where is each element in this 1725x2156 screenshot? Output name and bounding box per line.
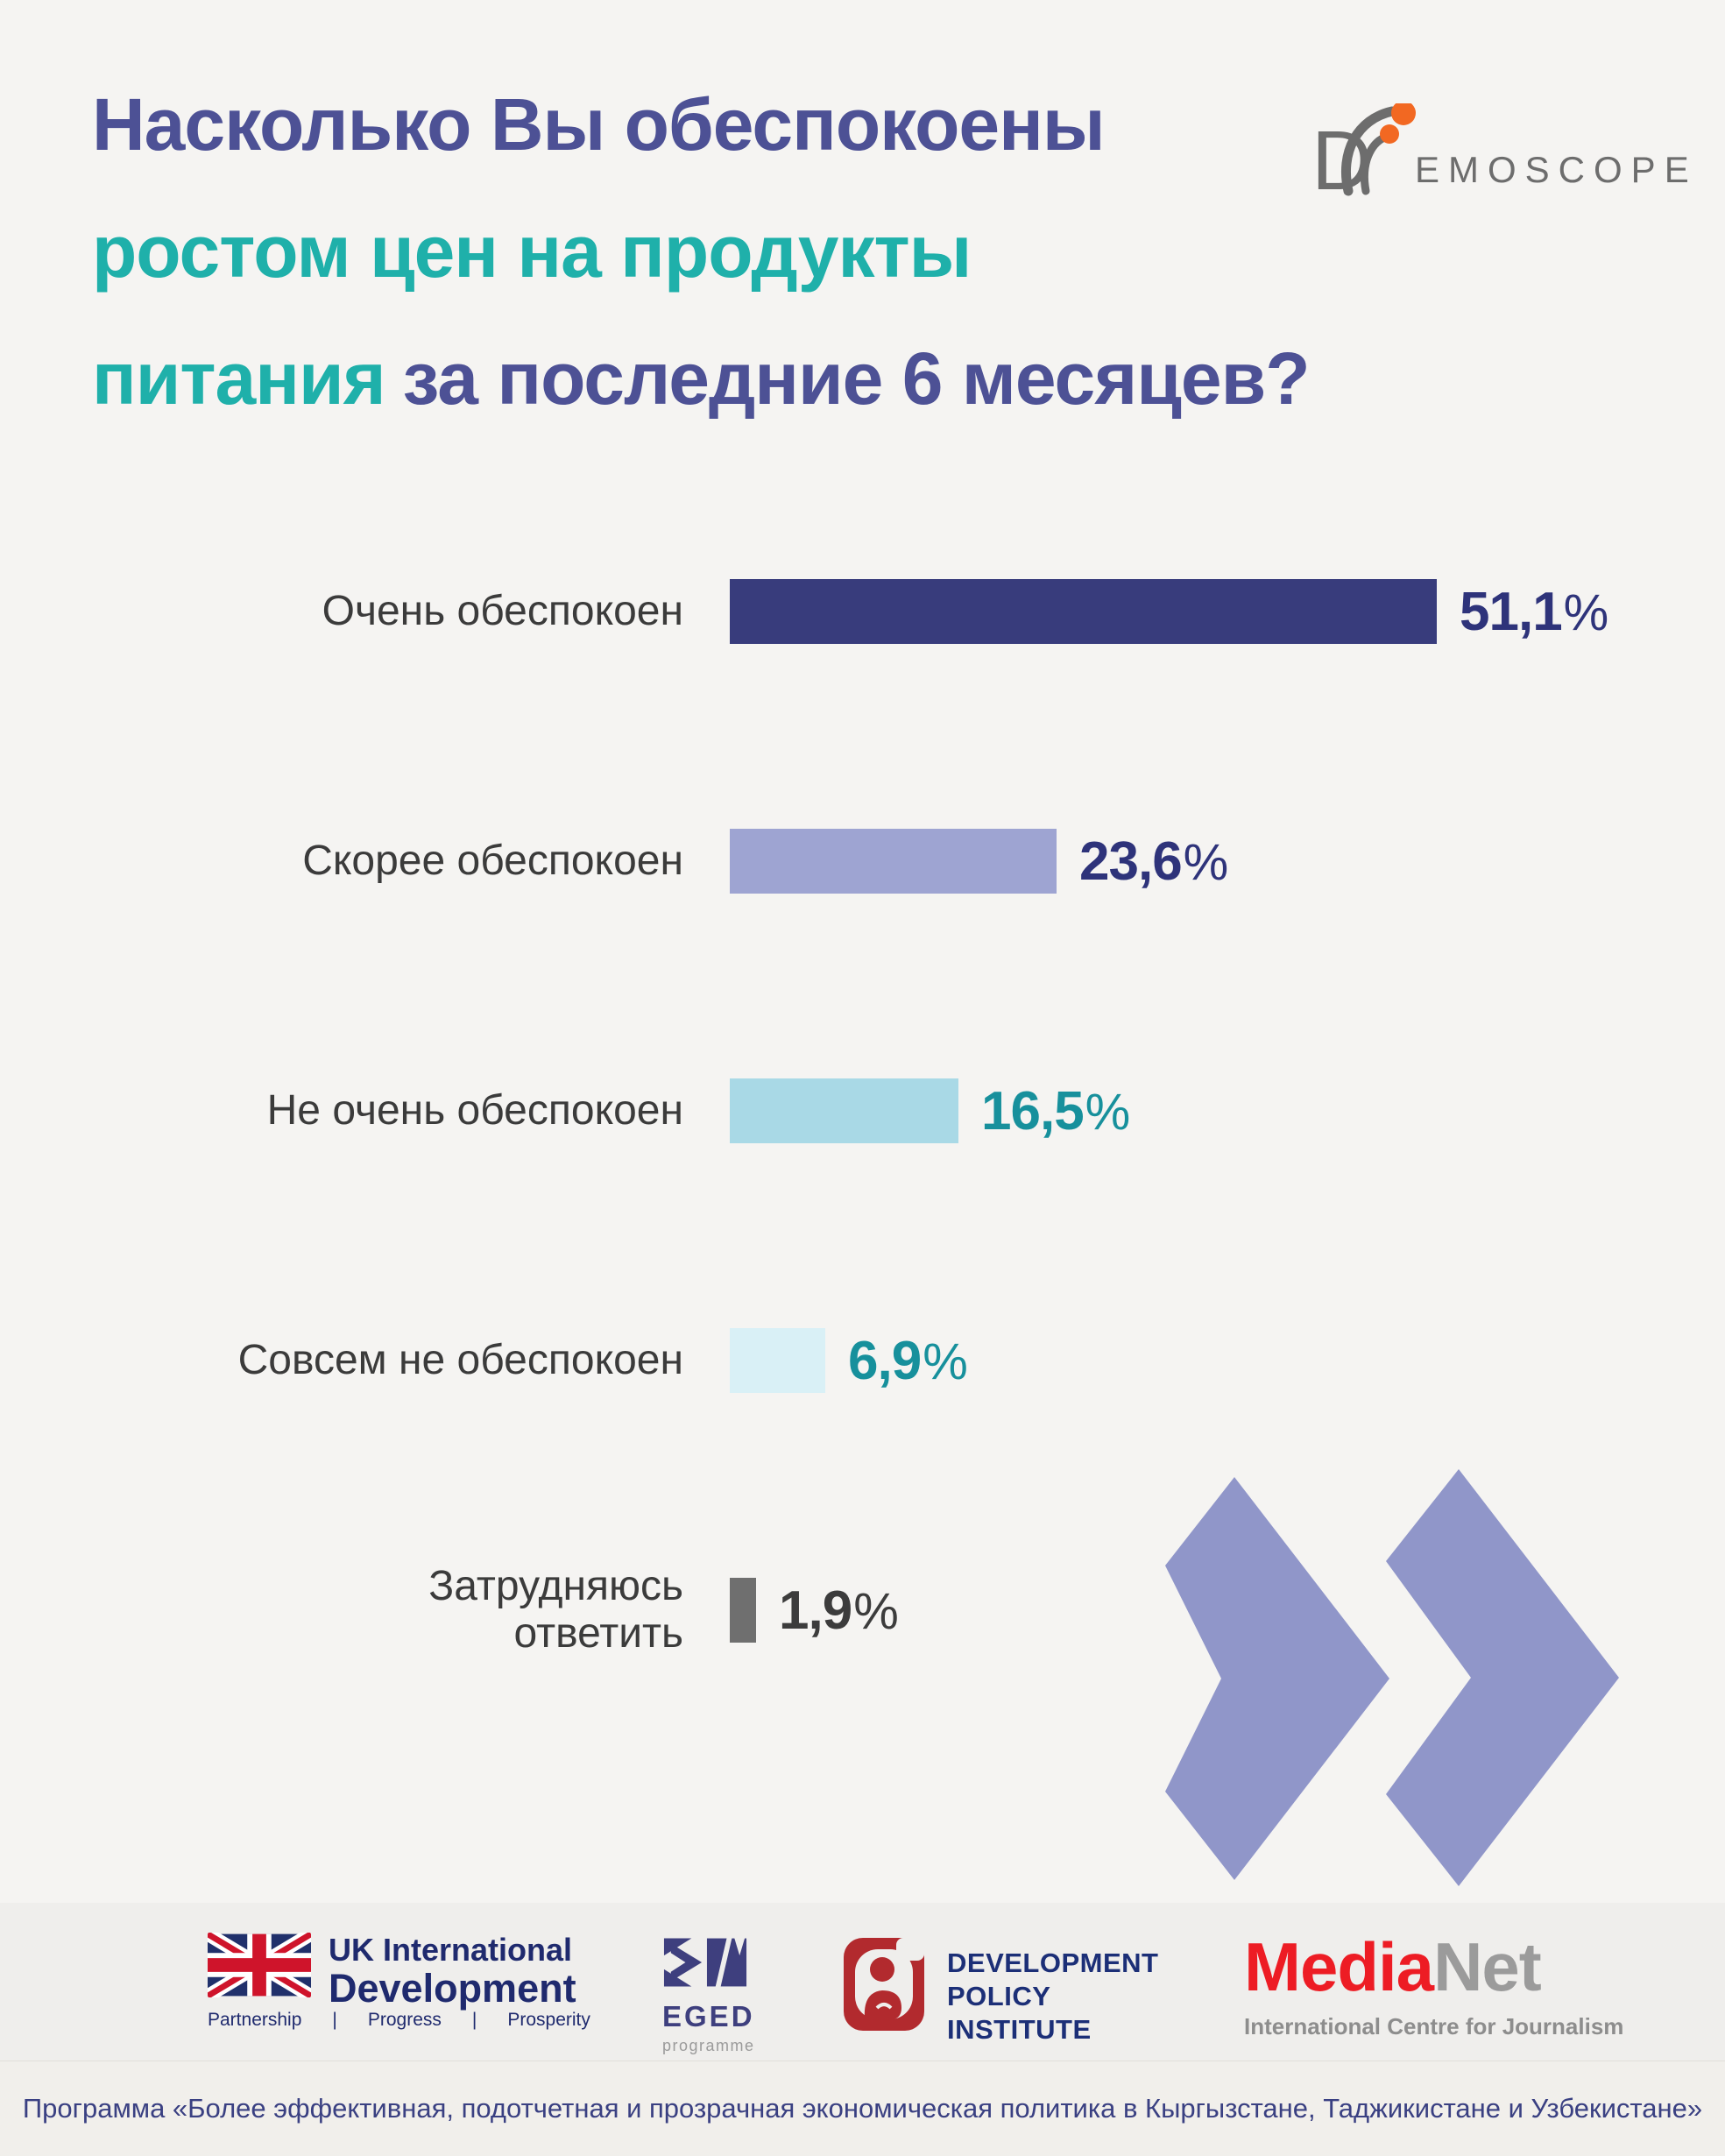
bar-value-percent-sign: % (1085, 1083, 1131, 1141)
bar-value-label: 51,1% (1460, 581, 1608, 643)
medianet-logo: MediaNet International Centre for Journa… (1244, 1933, 1623, 2040)
bar-value-label: 1,9% (779, 1580, 899, 1642)
dpi-text: DEVELOPMENT POLICY INSTITUTE (947, 1936, 1158, 2046)
eged-programme-logo: EGED programme (662, 1938, 755, 2055)
bar-value-percent-sign: % (853, 1582, 899, 1640)
uk-international-development-logo: UK International Development (208, 1933, 576, 2010)
uk-logo-line1: UK International (329, 1932, 573, 1968)
union-jack-icon (208, 1933, 311, 1997)
title-line-3: питания за последние 6 месяцев? (92, 315, 1311, 442)
dpi-line3: INSTITUTE (947, 2014, 1092, 2045)
bar-value-percent-sign: % (1183, 833, 1229, 891)
page-title: Насколько Вы обеспокоены ростом цен на п… (92, 61, 1311, 442)
bar-row: Очень обеспокоен 51,1% (0, 579, 1725, 644)
eged-name: EGED (662, 2000, 755, 2032)
bar-category-label: Очень обеспокоен (322, 588, 683, 635)
eged-subtitle: programme (662, 2037, 755, 2054)
medianet-wordmark: MediaNet (1244, 1933, 1623, 2001)
bar-row: Скорее обеспокоен 23,6% (0, 829, 1725, 894)
chevron-icon (1386, 1469, 1619, 1886)
bar-category-label: Не очень обеспокоен (266, 1087, 683, 1135)
uk-tagline: Partnership | Progress | Prosperity (208, 2010, 590, 2030)
bar-row: Затрудняюсь ответить 1,9% (0, 1563, 1725, 1657)
bar-value-label: 23,6% (1079, 831, 1228, 893)
bar-value-percent-sign: % (1563, 583, 1609, 641)
title-line-3-teal: питания (92, 337, 386, 420)
bar (730, 829, 1057, 894)
bar-row: Совсем не обеспокоен 6,9% (0, 1328, 1725, 1393)
bar-value-label: 6,9% (848, 1330, 968, 1392)
title-line-1: Насколько Вы обеспокоены (92, 83, 1106, 166)
bar (730, 1078, 958, 1143)
medianet-net: Net (1433, 1928, 1542, 2005)
bar-value-number: 16,5 (981, 1080, 1085, 1142)
demoscope-figures-icon (1340, 103, 1416, 196)
chevron-icon (1165, 1477, 1389, 1880)
double-chevron-graphic (1165, 1469, 1619, 1886)
medianet-subtitle: International Centre for Journalism (1244, 2013, 1624, 2039)
demoscope-logo: D EMOSCOPE (1311, 103, 1689, 217)
bar-value-number: 51,1 (1460, 581, 1563, 642)
dpi-mark-icon (844, 1938, 924, 2031)
uk-logo-line2: Development (329, 1966, 576, 2011)
program-note-text: Программа «Более эффективная, подотчетна… (22, 2093, 1703, 2124)
eged-mark-icon (663, 1938, 747, 1987)
bar (730, 1328, 825, 1393)
bar-value-percent-sign: % (923, 1332, 968, 1390)
uk-logo-text: UK International Development (329, 1933, 576, 2010)
bar-row: Не очень обеспокоен 16,5% (0, 1078, 1725, 1143)
bar (730, 579, 1437, 644)
bar-value-number: 23,6 (1079, 831, 1183, 892)
bar-category-label: Скорее обеспокоен (302, 838, 683, 885)
bar-value-number: 1,9 (779, 1580, 852, 1641)
medianet-media: Media (1244, 1928, 1434, 2005)
title-line-2: ростом цен на продукты (92, 210, 972, 293)
title-line-3-purple: за последние 6 месяцев? (402, 337, 1311, 420)
dpi-line1: DEVELOPMENT (947, 1947, 1159, 1978)
demoscope-wordmark: EMOSCOPE (1415, 149, 1698, 190)
bar (730, 1578, 756, 1643)
development-policy-institute-logo: DEVELOPMENT POLICY INSTITUTE (844, 1936, 1158, 2046)
bar-value-number: 6,9 (848, 1330, 922, 1391)
dpi-line2: POLICY (947, 1981, 1051, 2011)
bar-category-label: Совсем не обеспокоен (237, 1337, 683, 1384)
program-note-strip: Программа «Более эффективная, подотчетна… (0, 2061, 1725, 2156)
bar-category-label: Затрудняюсь ответить (428, 1563, 683, 1657)
bar-value-label: 16,5% (981, 1080, 1130, 1142)
